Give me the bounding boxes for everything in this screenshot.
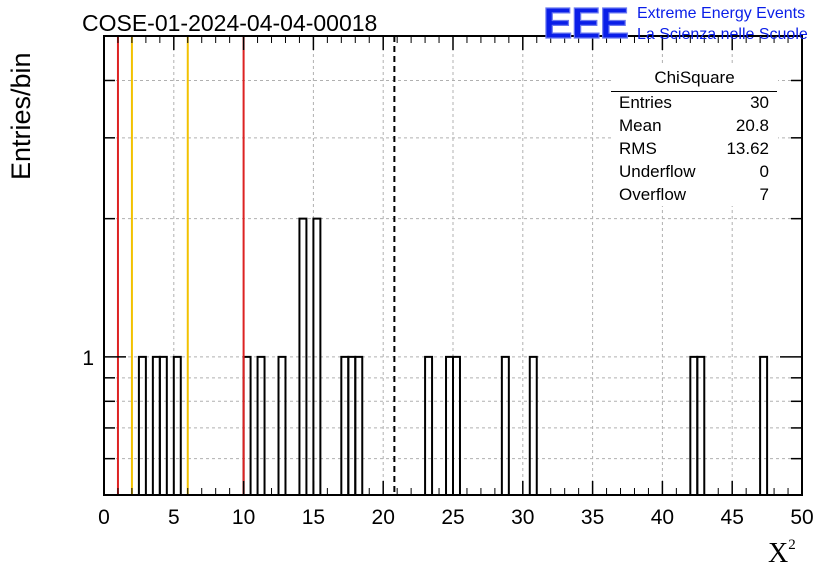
x-tick-label: 45 [721, 506, 744, 529]
logo-line-1: Extreme Energy Events [637, 5, 806, 22]
eee-logo: EEE [543, 0, 630, 44]
chart-title: COSE-01-2024-04-04-00018 [82, 10, 378, 36]
histogram-bar [528, 355, 538, 495]
x-axis-label-superscript: 2 [788, 537, 796, 553]
histogram-bar [500, 355, 510, 495]
stats-box: ChiSquare Entries 30 Mean 20.8 RMS 13.62… [611, 66, 778, 206]
x-tick-label: 40 [651, 506, 674, 529]
histogram-bar [158, 355, 168, 495]
x-tick-label: 5 [168, 506, 180, 529]
histogram-bar [277, 355, 287, 495]
x-tick-label: 0 [98, 506, 110, 529]
histogram-bar [354, 355, 364, 495]
x-tick-label: 10 [232, 506, 255, 529]
y-tick-label: 1 [82, 347, 94, 370]
stats-row-mean: Mean 20.8 [611, 114, 778, 137]
logo-caption: Extreme Energy Events La Scienza nelle S… [637, 3, 808, 45]
histogram-bar [312, 217, 322, 495]
histogram-bar [424, 355, 434, 495]
stats-row-rms: RMS 13.62 [611, 137, 778, 160]
stats-label: Underflow [619, 162, 696, 181]
histogram-bar [137, 355, 147, 495]
stats-row-entries: Entries 30 [611, 91, 778, 114]
stats-label: Overflow [619, 185, 687, 204]
stats-title: ChiSquare [654, 68, 735, 87]
y-axis-label: Entries/bin [6, 52, 36, 180]
histogram-bar [298, 217, 308, 495]
x-tick-label: 15 [302, 506, 325, 529]
threshold-lines [116, 36, 396, 495]
histogram-bar [256, 355, 266, 495]
stats-label: RMS [619, 139, 657, 158]
stats-label: Entries [619, 93, 672, 112]
x-axis-label-text: X [768, 538, 789, 569]
histogram-bar [759, 355, 769, 495]
x-tick-label: 20 [372, 506, 395, 529]
stats-row-underflow: Underflow 0 [611, 160, 778, 183]
logo-letters: EEE [543, 0, 628, 44]
stats-label: Mean [619, 116, 662, 135]
histogram-bar [696, 355, 706, 495]
logo-line-2: La Scienza nelle Scuole [637, 26, 808, 43]
x-tick-label: 35 [581, 506, 604, 529]
x-tick-label: 30 [511, 506, 534, 529]
x-tick-label: 25 [441, 506, 464, 529]
stats-value: 13.62 [726, 139, 769, 158]
stats-row-overflow: Overflow 7 [611, 183, 778, 206]
stats-value: 30 [750, 93, 769, 112]
tick-labels: 0 5 10 15 20 25 30 35 40 45 50 1 [82, 347, 813, 529]
axis-ticks [103, 36, 803, 495]
histogram-bar [452, 355, 461, 495]
stats-value: 0 [759, 162, 769, 181]
histogram-bar [172, 355, 182, 495]
stats-divider [611, 91, 777, 92]
x-axis-label: X2 [768, 537, 796, 570]
x-tick-label: 50 [790, 506, 813, 529]
stats-value: 20.8 [735, 116, 769, 135]
stats-value: 7 [759, 185, 769, 204]
